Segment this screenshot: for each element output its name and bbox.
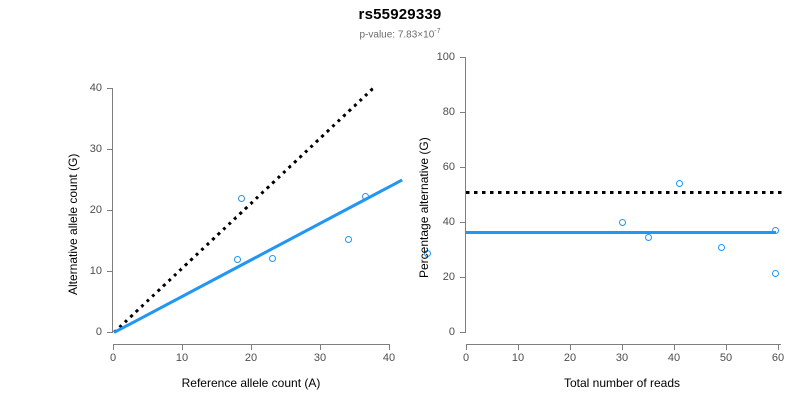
data-point — [676, 180, 683, 187]
y-tick-label-right-0: 0 — [448, 326, 455, 338]
x-tick-label-left-20: 20 — [244, 352, 258, 364]
pvalue-exponent: -7 — [434, 28, 441, 35]
y-tick-label-right-20: 20 — [442, 271, 455, 283]
x-tick-label-right-50: 50 — [719, 352, 733, 364]
data-point — [269, 255, 276, 262]
y-tick-label-left-0: 0 — [95, 326, 102, 338]
y-axis-title-right: Percentage alternative (G) — [417, 137, 431, 278]
y-axis-line-right — [465, 57, 466, 333]
data-point — [345, 236, 352, 243]
pvalue-text: p-value: 7.83×10 — [359, 29, 435, 41]
y-tick-label-left-40: 40 — [89, 82, 102, 94]
y-tick-label-right-80: 80 — [442, 106, 455, 118]
x-tick-right-30 — [622, 345, 623, 350]
x-axis-title-right: Total number of reads — [563, 376, 681, 390]
title-block: rs55929339 p-value: 7.83×10-7 — [0, 6, 800, 42]
x-tick-left-0 — [113, 345, 114, 350]
x-tick-label-right-30: 30 — [615, 352, 629, 364]
y-tick-right-60 — [460, 167, 465, 168]
data-point — [362, 193, 369, 200]
x-axis-line-left — [113, 344, 390, 345]
y-tick-left-0 — [107, 332, 112, 333]
data-point — [424, 250, 431, 257]
x-tick-right-50 — [726, 345, 727, 350]
y-tick-left-40 — [107, 88, 112, 89]
data-point — [772, 270, 779, 277]
y-tick-label-left-20: 20 — [89, 204, 102, 216]
y-tick-left-30 — [107, 149, 112, 150]
y-tick-right-20 — [460, 277, 465, 278]
panel-percentage-alternative: 0 20 40 60 80 100 0 10 20 30 40 50 60 To… — [400, 0, 800, 400]
x-tick-label-right-20: 20 — [563, 352, 577, 364]
y-tick-label-right-40: 40 — [442, 216, 455, 228]
data-point — [234, 256, 241, 263]
x-tick-left-30 — [320, 345, 321, 350]
x-axis-title-left: Reference allele count (A) — [181, 376, 321, 390]
x-tick-right-10 — [518, 345, 519, 350]
y-tick-label-left-10: 10 — [89, 265, 102, 277]
fit-line-right — [466, 231, 776, 234]
x-tick-left-10 — [182, 345, 183, 350]
x-tick-label-left-40: 40 — [382, 352, 396, 364]
x-axis-line-right — [466, 344, 781, 345]
x-tick-label-right-0: 0 — [462, 352, 470, 364]
x-tick-label-right-40: 40 — [667, 352, 681, 364]
reference-line-right — [466, 191, 782, 194]
x-tick-label-right-60: 60 — [771, 352, 785, 364]
y-tick-right-40 — [460, 222, 465, 223]
x-tick-label-left-30: 30 — [313, 352, 327, 364]
x-tick-right-40 — [674, 345, 675, 350]
y-tick-left-20 — [107, 210, 112, 211]
y-tick-right-80 — [460, 112, 465, 113]
x-tick-right-20 — [570, 345, 571, 350]
page-title: rs55929339 — [358, 6, 442, 23]
x-tick-left-40 — [389, 345, 390, 350]
y-axis-title-left: Alternative allele count (G) — [66, 153, 80, 295]
panel-allele-counts: 0 10 20 30 40 0 10 20 30 40 Reference al… — [66, 82, 431, 390]
data-point — [645, 234, 652, 241]
y-tick-label-right-100: 100 — [436, 51, 455, 63]
y-axis-line-left — [112, 88, 113, 333]
y-tick-right-0 — [460, 332, 465, 333]
x-tick-right-60 — [778, 345, 779, 350]
data-point — [772, 227, 779, 234]
x-tick-label-left-0: 0 — [109, 352, 117, 364]
y-tick-label-right-60: 60 — [442, 161, 455, 173]
x-tick-left-20 — [251, 345, 252, 350]
pvalue-annotation: p-value: 7.83×10-7 — [0, 25, 800, 42]
data-point — [238, 195, 245, 202]
data-point — [619, 219, 626, 226]
y-tick-right-100 — [460, 57, 465, 58]
y-tick-left-10 — [107, 271, 112, 272]
x-tick-right-0 — [466, 345, 467, 350]
data-point — [718, 244, 725, 251]
fit-line-left — [113, 178, 403, 334]
x-tick-label-left-10: 10 — [175, 352, 189, 364]
y-tick-label-left-30: 30 — [89, 143, 102, 155]
reference-line-left — [112, 87, 375, 334]
x-tick-label-right-10: 10 — [511, 352, 525, 364]
